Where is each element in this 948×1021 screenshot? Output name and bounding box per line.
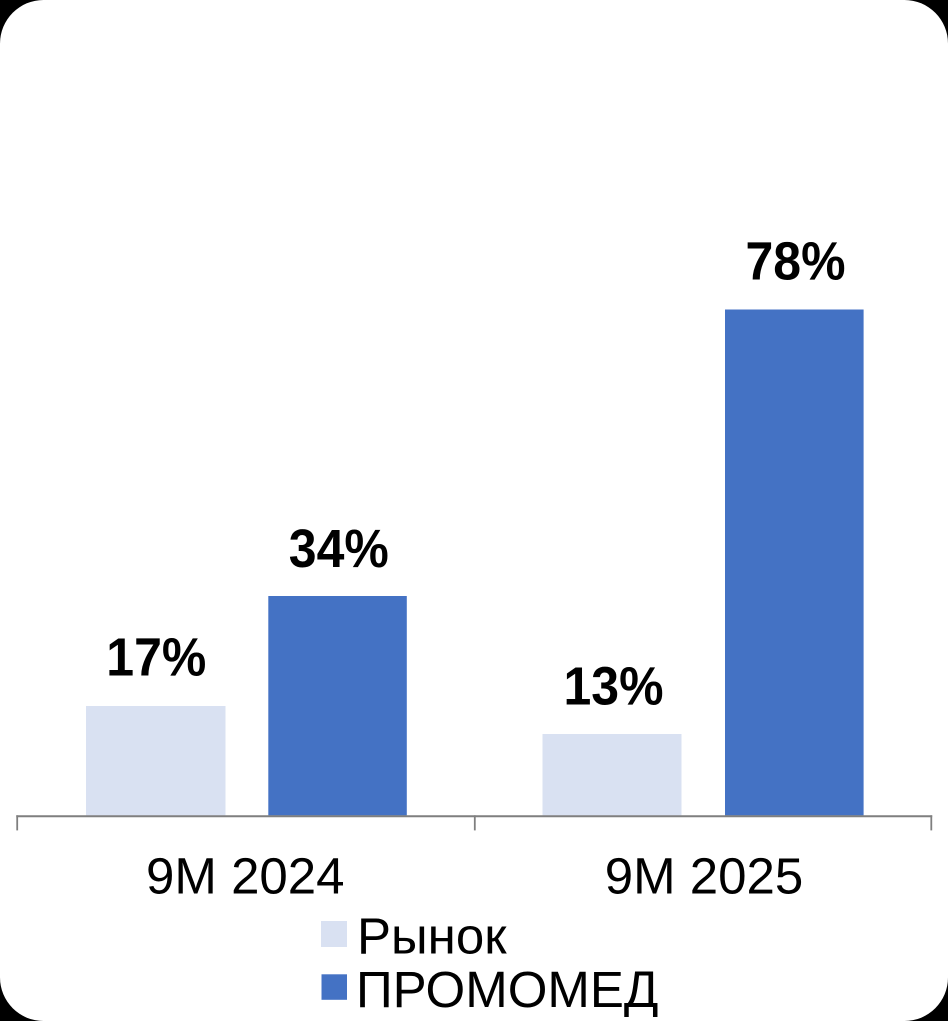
svg-text:9M 2025: 9M 2025 (605, 848, 803, 905)
svg-text:78%: 78% (746, 233, 846, 292)
svg-text:34%: 34% (289, 520, 389, 579)
svg-text:9M 2024: 9M 2024 (146, 848, 344, 905)
svg-text:17%: 17% (106, 629, 206, 688)
svg-text:Рынок: Рынок (357, 907, 507, 964)
svg-text:13%: 13% (564, 658, 664, 717)
svg-text:ПРОМОМЕД: ПРОМОМЕД (356, 961, 658, 1018)
